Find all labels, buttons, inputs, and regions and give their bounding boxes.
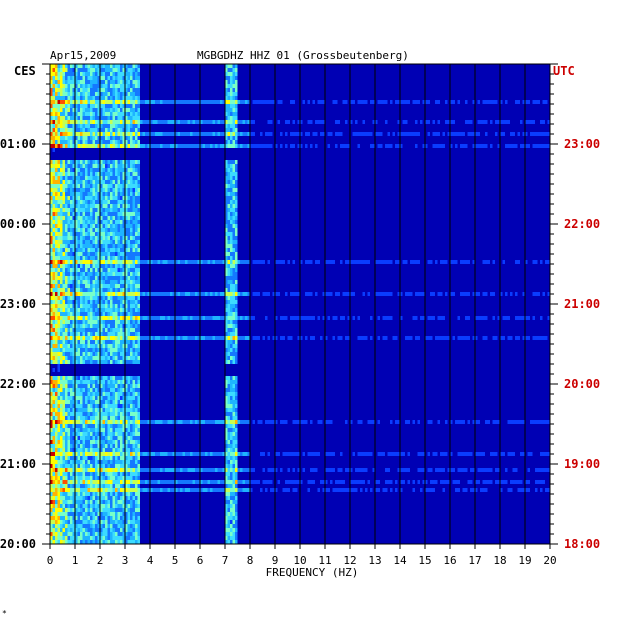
x-tick-label: 6 — [197, 554, 204, 567]
right-y-tick-label: 20:00 — [564, 377, 600, 391]
x-tick-label: 8 — [247, 554, 254, 567]
left-y-tick-label: 20:00 — [0, 537, 36, 551]
x-tick-label: 1 — [72, 554, 79, 567]
x-tick-label: 9 — [272, 554, 279, 567]
x-tick-label: 10 — [293, 554, 306, 567]
x-tick-label: 19 — [518, 554, 531, 567]
right-y-tick-label: 22:00 — [564, 217, 600, 231]
right-y-tick-label: 23:00 — [564, 137, 600, 151]
x-tick-label: 18 — [493, 554, 506, 567]
left-y-tick-label: 22:00 — [0, 377, 36, 391]
x-tick-label: 16 — [443, 554, 456, 567]
station-label: MGBGDHZ HHZ 01 (Grossbeutenberg) — [197, 49, 409, 62]
x-tick-label: 14 — [393, 554, 407, 567]
left-y-tick-label: 23:00 — [0, 297, 36, 311]
x-tick-label: 12 — [343, 554, 356, 567]
left-axis-unit: CES — [14, 64, 36, 78]
right-y-tick-label: 19:00 — [564, 457, 600, 471]
x-axis-label: FREQUENCY (HZ) — [266, 566, 359, 579]
x-tick-label: 17 — [468, 554, 481, 567]
x-tick-label: 3 — [122, 554, 129, 567]
left-y-tick-label: 00:00 — [0, 217, 36, 231]
x-tick-label: 0 — [47, 554, 54, 567]
x-tick-label: 5 — [172, 554, 179, 567]
footnote-mark: * — [2, 609, 7, 618]
x-tick-label: 4 — [147, 554, 154, 567]
x-tick-label: 7 — [222, 554, 229, 567]
x-tick-label: 13 — [368, 554, 381, 567]
x-tick-label: 2 — [97, 554, 104, 567]
date-label: Apr15,2009 — [50, 49, 116, 62]
right-axis-unit: UTC — [553, 64, 575, 78]
chart-grid — [49, 63, 551, 545]
x-tick-label: 15 — [418, 554, 431, 567]
x-tick-label: 11 — [318, 554, 331, 567]
right-y-axis: 23:00 22:00 21:00 20:00 19:00 18:00 — [550, 63, 600, 551]
right-y-tick-label: 18:00 — [564, 537, 600, 551]
left-y-axis: 01:00 00:00 23:00 22:00 21:00 20:00 — [0, 63, 50, 551]
x-axis: 0 1 2 3 4 5 6 7 8 9 10 11 12 13 14 15 16 17 18 19 20 — [47, 544, 557, 567]
right-y-tick-label: 21:00 — [564, 297, 600, 311]
x-tick-label: 20 — [543, 554, 556, 567]
left-y-tick-label: 21:00 — [0, 457, 36, 471]
left-y-tick-label: 01:00 — [0, 137, 36, 151]
